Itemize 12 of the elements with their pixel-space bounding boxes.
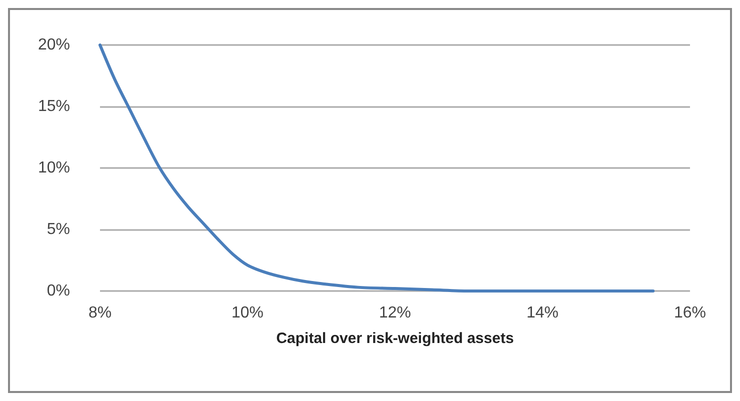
y-tick-label: 0% <box>46 282 70 300</box>
line-series <box>98 44 655 292</box>
x-tick-label: 10% <box>231 304 264 322</box>
y-tick-label: 20% <box>38 36 70 54</box>
x-tick-label: 14% <box>526 304 559 322</box>
y-tick-label: 15% <box>38 98 70 115</box>
x-axis-title: Capital over risk-weighted assets <box>276 330 514 347</box>
y-tick-label: 10% <box>38 160 70 176</box>
x-tick-label: 12% <box>378 304 412 322</box>
x-tick-label: 8% <box>88 304 112 322</box>
y-tick-label: 5% <box>46 221 70 238</box>
x-tick-label: 16% <box>674 304 706 322</box>
